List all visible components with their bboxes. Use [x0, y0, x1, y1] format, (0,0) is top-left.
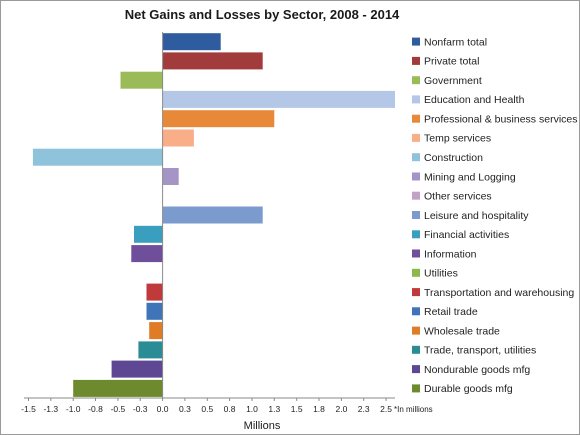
legend-swatch-retail-trade: [412, 307, 420, 316]
chart-title: Net Gains and Losses by Sector, 2008 - 2…: [125, 7, 400, 22]
legend-swatch-private-total: [412, 56, 420, 65]
legend-label-retail-trade: Retail trade: [424, 306, 478, 318]
x-tick-label: -0.3: [133, 404, 148, 414]
bar-information: [131, 245, 163, 263]
legend-swatch-education-and-health: [412, 95, 420, 104]
legend-label-other-services: Other services: [424, 191, 492, 203]
legend-swatch-nondurable-goods-mfg: [412, 365, 420, 374]
x-axis-label: Millions: [244, 420, 281, 432]
bar-private-total: [162, 52, 263, 70]
legend-label-financial-activities: Financial activities: [424, 229, 509, 241]
legend-label-private-total: Private total: [424, 56, 479, 68]
bar-construction: [32, 148, 163, 166]
x-tick-label: 2.0: [335, 404, 347, 414]
legend-swatch-nonfarm-total: [412, 37, 420, 46]
x-tick-label: 0.5: [201, 404, 213, 414]
legend-swatch-professional-business-services: [412, 114, 420, 123]
legend-swatch-temp-services: [412, 133, 420, 142]
legend-swatch-durable-goods-mfg: [412, 384, 420, 393]
legend-swatch-wholesale-trade: [412, 326, 420, 335]
x-tick-label: 0.0: [157, 404, 169, 414]
legend-swatch-mining-and-logging: [412, 172, 420, 181]
bar-transportation-and-warehousing: [146, 283, 163, 301]
x-tick-label: -1.3: [43, 404, 58, 414]
x-tick-label: -0.5: [111, 404, 126, 414]
bar-professional-business-services: [162, 110, 275, 128]
legend-swatch-financial-activities: [412, 230, 420, 239]
legend-label-nondurable-goods-mfg: Nondurable goods mfg: [424, 364, 530, 376]
x-tick-label: 1.5: [291, 404, 303, 414]
bar-nonfarm-total: [162, 33, 221, 51]
bar-trade-transport-utilities: [138, 341, 163, 359]
bar-financial-activities: [134, 225, 163, 243]
legend-swatch-trade-transport-utilities: [412, 345, 420, 354]
x-tick-label: 0.3: [179, 404, 191, 414]
legend-label-transportation-and-warehousing: Transportation and warehousing: [424, 287, 574, 299]
x-tick-label: -0.8: [88, 404, 103, 414]
bar-durable-goods-mfg: [73, 379, 163, 397]
bars-group: [32, 33, 395, 397]
x-tick-label: -1.5: [21, 404, 36, 414]
bar-temp-services: [162, 129, 194, 147]
legend-label-mining-and-logging: Mining and Logging: [424, 171, 516, 183]
unit-note: *In millions: [394, 405, 433, 414]
legend-swatch-other-services: [412, 191, 420, 200]
legend-label-education-and-health: Education and Health: [424, 94, 525, 106]
legend-label-wholesale-trade: Wholesale trade: [424, 325, 500, 337]
legend-label-professional-business-services: Professional & business services: [424, 114, 578, 126]
legend-label-trade-transport-utilities: Trade, transport, utilities: [424, 345, 536, 357]
legend: Nonfarm total Private total Government Educ…: [412, 36, 578, 395]
x-tick-label: 1.8: [313, 404, 325, 414]
x-tick-label: 1.3: [268, 404, 280, 414]
legend-label-information: Information: [424, 248, 477, 260]
bar-wholesale-trade: [149, 322, 163, 340]
legend-swatch-utilities: [412, 268, 420, 277]
bar-government: [120, 71, 163, 89]
legend-swatch-transportation-and-warehousing: [412, 288, 420, 297]
bar-nondurable-goods-mfg: [111, 360, 163, 378]
legend-swatch-leisure-and-hospitality: [412, 211, 420, 219]
x-tick-label: 1.0: [246, 404, 258, 414]
bar-mining-and-logging: [162, 168, 179, 185]
x-tick-label: -1.0: [66, 404, 81, 414]
legend-label-nonfarm-total: Nonfarm total: [424, 36, 487, 48]
x-tick-label: 2.5: [380, 404, 392, 414]
legend-label-leisure-and-hospitality: Leisure and hospitality: [424, 210, 529, 222]
bar-leisure-and-hospitality: [162, 206, 263, 224]
bar-education-and-health: [162, 90, 395, 108]
legend-label-durable-goods-mfg: Durable goods mfg: [424, 383, 513, 395]
legend-swatch-government: [412, 76, 420, 85]
x-tick-label: 2.3: [358, 404, 370, 414]
x-tick-labels: -1.5 -1.3 -1.0 -0.8 -0.5 -0.3 0.0 0.3 0.5 0.8 1.0 1…: [21, 398, 392, 414]
legend-swatch-information: [412, 249, 420, 258]
legend-label-construction: Construction: [424, 152, 483, 164]
x-tick-label: 0.8: [224, 404, 236, 414]
legend-label-government: Government: [424, 75, 482, 87]
legend-swatch-construction: [412, 153, 420, 162]
bar-retail-trade: [146, 302, 163, 320]
legend-label-temp-services: Temp services: [424, 133, 491, 145]
legend-label-utilities: Utilities: [424, 268, 458, 280]
